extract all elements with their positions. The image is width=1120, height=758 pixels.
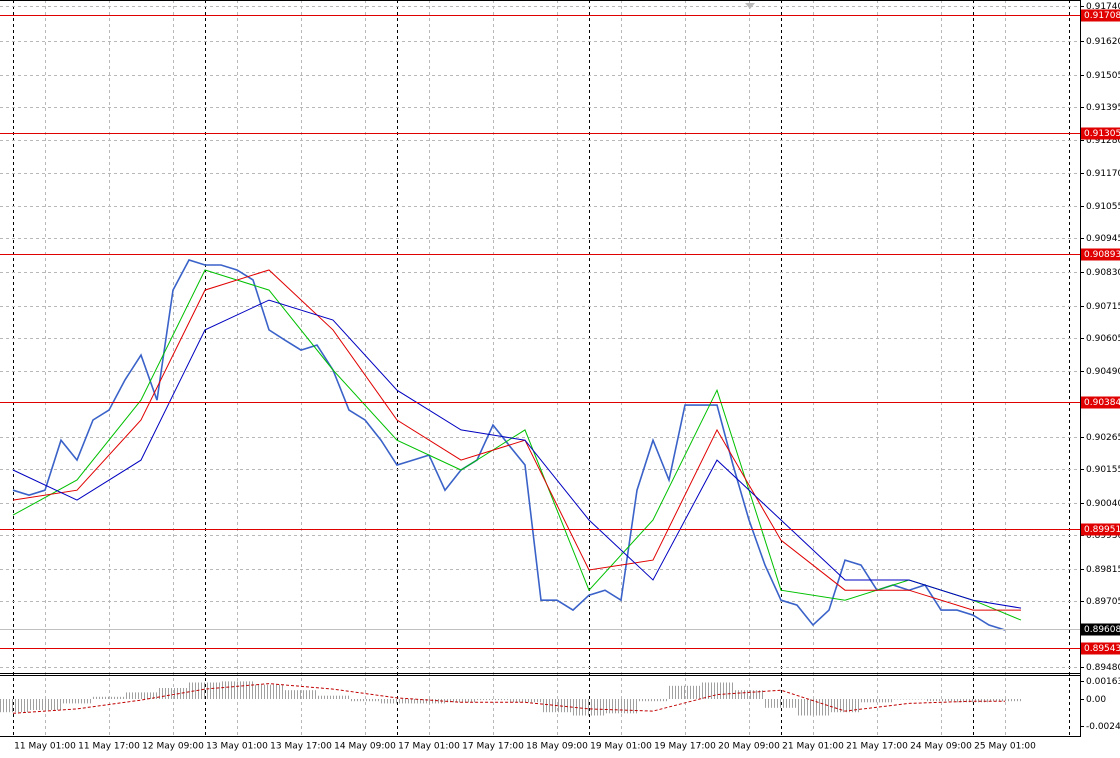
- level-label-box: [1081, 523, 1120, 536]
- x-tick-label: 19 May 17:00: [654, 742, 716, 752]
- histogram-bar: [669, 685, 701, 700]
- y-tick-label: 0.91740: [1086, 2, 1120, 12]
- x-tick-label: 19 May 01:00: [590, 742, 652, 752]
- level-label-box: [1081, 396, 1120, 409]
- y-tick-label: 0.89705: [1086, 597, 1120, 607]
- histogram-bar: [157, 687, 189, 700]
- level-label: 0.91305: [1084, 129, 1120, 139]
- x-tick-label: 21 May 17:00: [846, 742, 908, 752]
- x-tick-label: 17 May 17:00: [462, 742, 524, 752]
- histogram-bar: [893, 699, 925, 700]
- y-tick-label: 0.90155: [1086, 465, 1120, 475]
- price-panel: 0.91740 0.91620 0.91505 0.91395 0.91280 0.911…: [0, 2, 1120, 673]
- y-tick-label: 0.001636: [1086, 677, 1120, 687]
- y-tick-label: 0.90945: [1086, 234, 1120, 244]
- x-tick-label: 14 May 09:00: [334, 742, 396, 752]
- histogram-bar: [509, 699, 541, 703]
- x-tick-label: 11 May 01:00: [14, 742, 76, 752]
- y-tick-label: 0.89815: [1086, 565, 1120, 575]
- y-tick-label: 0.89930: [1086, 531, 1120, 541]
- histogram-bar: [189, 682, 221, 700]
- histogram-bar: [285, 690, 317, 700]
- signal-line: [12, 683, 1005, 714]
- histogram-bar: [701, 682, 733, 700]
- level-label: 0.91708: [1084, 11, 1120, 21]
- histogram-bar: [221, 681, 253, 700]
- y-tick-label: -0.00247: [1086, 722, 1120, 732]
- series-line: [12, 269, 1022, 621]
- level-label: 0.89951: [1084, 525, 1120, 535]
- level-label-box: [1081, 127, 1120, 140]
- level-label-box: [1081, 9, 1120, 22]
- y-tick-label: 0.89480: [1086, 663, 1120, 673]
- y-tick-label: 0.90830: [1086, 268, 1120, 278]
- y-tick-label: 0.91620: [1086, 37, 1120, 47]
- histogram-bar: [445, 699, 477, 703]
- current-price-box: [1081, 623, 1120, 636]
- x-tick-label: 21 May 01:00: [782, 742, 844, 752]
- histogram-bar: [381, 699, 413, 704]
- y-tick-label: 0.91170: [1086, 169, 1120, 179]
- histogram-bar: [413, 699, 445, 704]
- histogram-bar: [733, 690, 765, 700]
- x-tick-label: 24 May 09:00: [910, 742, 972, 752]
- level-label-box: [1081, 642, 1120, 655]
- series-line: [12, 299, 1022, 609]
- y-tick-label: 0.90265: [1086, 433, 1120, 443]
- x-tick-label: 13 May 17:00: [270, 742, 332, 752]
- level-label-box: [1081, 248, 1120, 261]
- current-price-label: 0.89608: [1084, 625, 1120, 635]
- histogram-bar: [29, 699, 61, 711]
- x-tick-label: 13 May 01:00: [206, 742, 268, 752]
- x-tick-label: 12 May 09:00: [142, 742, 204, 752]
- histogram-bar: [925, 699, 957, 702]
- histogram-bar: [317, 695, 349, 700]
- level-label: 0.90384: [1084, 398, 1120, 408]
- indicator-panel: 0.001636 0.00 -0.00247: [0, 677, 1120, 732]
- x-tick-label: 11 May 17:00: [78, 742, 140, 752]
- histogram-bar: [125, 692, 157, 700]
- histogram-bar: [957, 699, 989, 703]
- y-tick-label: 0.91395: [1086, 103, 1120, 113]
- histogram-bar: [349, 699, 381, 702]
- histogram-bar: [477, 699, 509, 701]
- y-tick-label: 0.90605: [1086, 334, 1120, 344]
- histogram-bar: [989, 699, 1021, 702]
- histogram-bar: [573, 699, 605, 716]
- histogram-bar: [861, 699, 893, 703]
- histogram-bar: [0, 699, 29, 713]
- x-tick-label: 18 May 09:00: [526, 742, 588, 752]
- histogram-bar: [61, 699, 93, 704]
- level-label: 0.89543: [1084, 644, 1120, 654]
- histogram-bar: [637, 699, 669, 702]
- histogram-bar: [797, 699, 829, 716]
- y-tick-label: 0.00: [1086, 695, 1106, 705]
- y-tick-label: 0.91055: [1086, 202, 1120, 212]
- y-tick-label: 0.90040: [1086, 499, 1120, 509]
- y-tick-label: 0.91280: [1086, 136, 1120, 146]
- histogram-bar: [253, 684, 285, 700]
- x-tick-label: 17 May 01:00: [398, 742, 460, 752]
- y-tick-label: 0.91505: [1086, 71, 1120, 81]
- vertical-grid: [13, 0, 1070, 737]
- y-tick-label: 0.90490: [1086, 367, 1120, 377]
- level-label: 0.90893: [1084, 250, 1120, 260]
- histogram-bar: [605, 699, 637, 714]
- histogram-bar: [765, 699, 797, 708]
- histogram-bar: [93, 696, 125, 700]
- x-tick-label: 20 May 09:00: [718, 742, 780, 752]
- shift-marker: [745, 3, 755, 9]
- y-tick-label: 0.90715: [1086, 302, 1120, 312]
- x-tick-label: 25 May 01:00: [974, 742, 1036, 752]
